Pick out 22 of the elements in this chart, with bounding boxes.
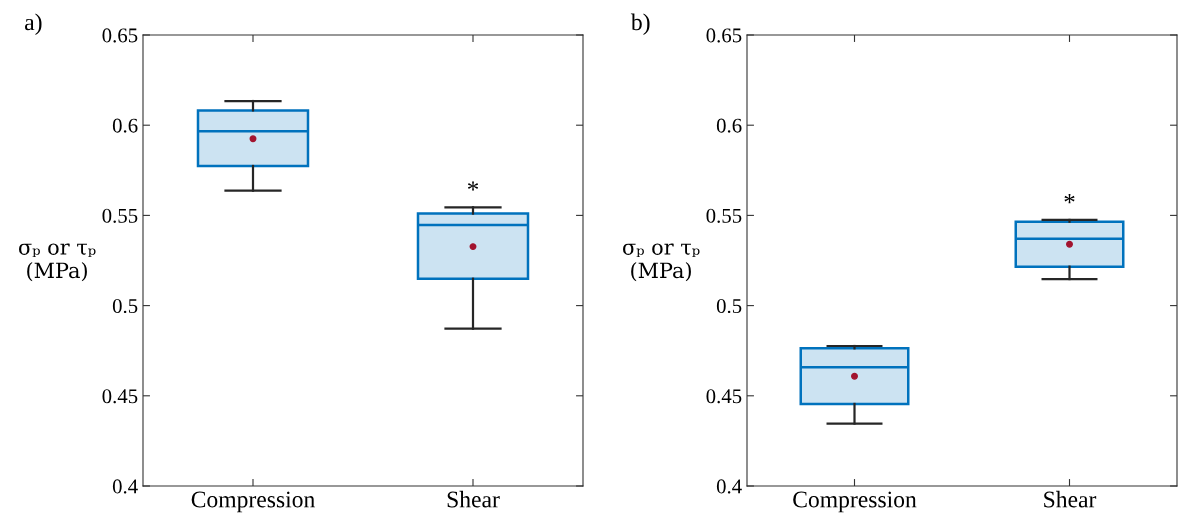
x-tick-label: Shear bbox=[1044, 490, 1097, 508]
chart-title: b) bbox=[630, 13, 650, 35]
y-tick-label: 0.4 bbox=[112, 479, 138, 494]
y-tick-label: 0.55 bbox=[706, 208, 742, 223]
y-tick-label: 0.65 bbox=[706, 28, 742, 43]
annotation: * bbox=[1064, 194, 1075, 204]
y-tick-label: 0.55 bbox=[102, 208, 138, 223]
y-tick-label: 0.45 bbox=[102, 389, 138, 404]
x-tick-label: Shear bbox=[447, 490, 500, 508]
y-tick-label: 0.4 bbox=[716, 479, 742, 494]
y-axis-title: σₚ or τₚ (MPa) bbox=[19, 243, 96, 282]
y-tick-label: 0.45 bbox=[706, 389, 742, 404]
y-tick-label: 0.5 bbox=[112, 298, 138, 314]
annotation: * bbox=[467, 181, 479, 191]
chart-title: a) bbox=[25, 13, 42, 35]
y-tick-label: 0.6 bbox=[716, 118, 742, 133]
y-tick-label: 0.5 bbox=[716, 298, 742, 314]
x-tick-label: Compression bbox=[191, 491, 315, 513]
y-axis-title: σₚ or τₚ (MPa) bbox=[623, 243, 700, 282]
x-tick-label: Compression bbox=[793, 491, 917, 513]
y-tick-label: 0.6 bbox=[112, 118, 138, 133]
y-tick-label: 0.65 bbox=[102, 28, 138, 43]
